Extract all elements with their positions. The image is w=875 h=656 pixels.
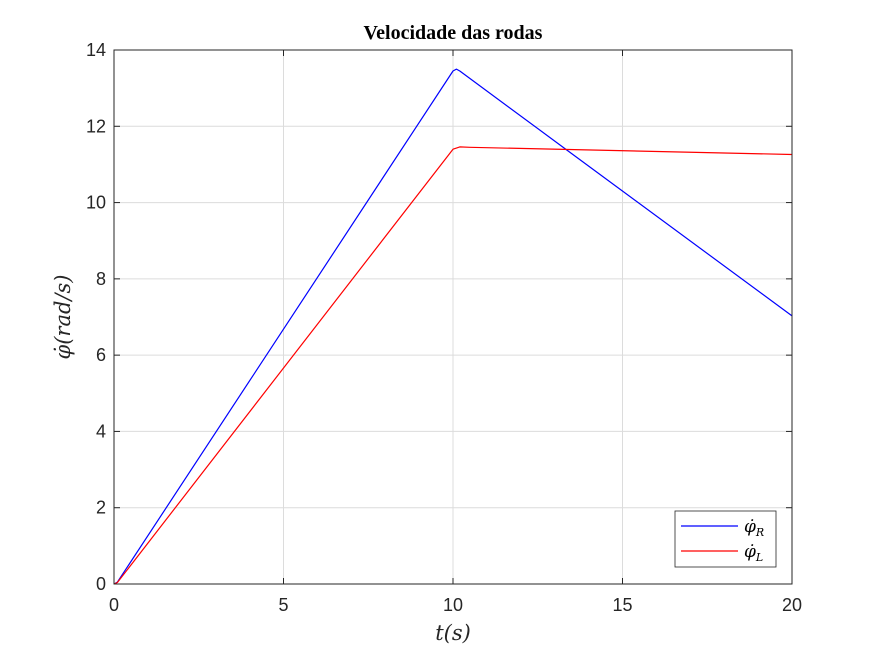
y-axis-label: φ̇(rad/s) <box>51 275 75 360</box>
ticks: 0 5 10 15 20 0 2 4 6 8 10 12 14 <box>86 40 802 615</box>
series-line-phi-l <box>113 146 793 585</box>
x-tick-label: 5 <box>278 595 288 615</box>
legend-box <box>674 510 777 568</box>
y-tick-label: 4 <box>96 421 106 441</box>
y-tick-label: 2 <box>96 498 106 518</box>
x-tick-label: 15 <box>612 595 632 615</box>
x-tick-label: 20 <box>782 595 802 615</box>
y-tick-label: 14 <box>86 40 106 60</box>
y-tick-label: 6 <box>96 345 106 365</box>
y-tick-label: 12 <box>86 116 106 136</box>
legend: φ̇R φ̇L <box>674 510 777 568</box>
y-tick-label: 8 <box>96 269 106 289</box>
legend-label-phi-l: φ̇L <box>744 542 763 564</box>
series-layer <box>113 68 793 585</box>
x-tick-label: 0 <box>109 595 119 615</box>
grid <box>113 49 793 585</box>
y-tick-label: 0 <box>96 574 106 594</box>
x-axis-label: t(s) <box>435 621 471 645</box>
legend-label-phi-r: φ̇R <box>744 517 764 539</box>
y-tick-label: 10 <box>86 193 106 213</box>
chart-title: Velocidade das rodas <box>364 22 543 44</box>
x-tick-label: 10 <box>443 595 463 615</box>
